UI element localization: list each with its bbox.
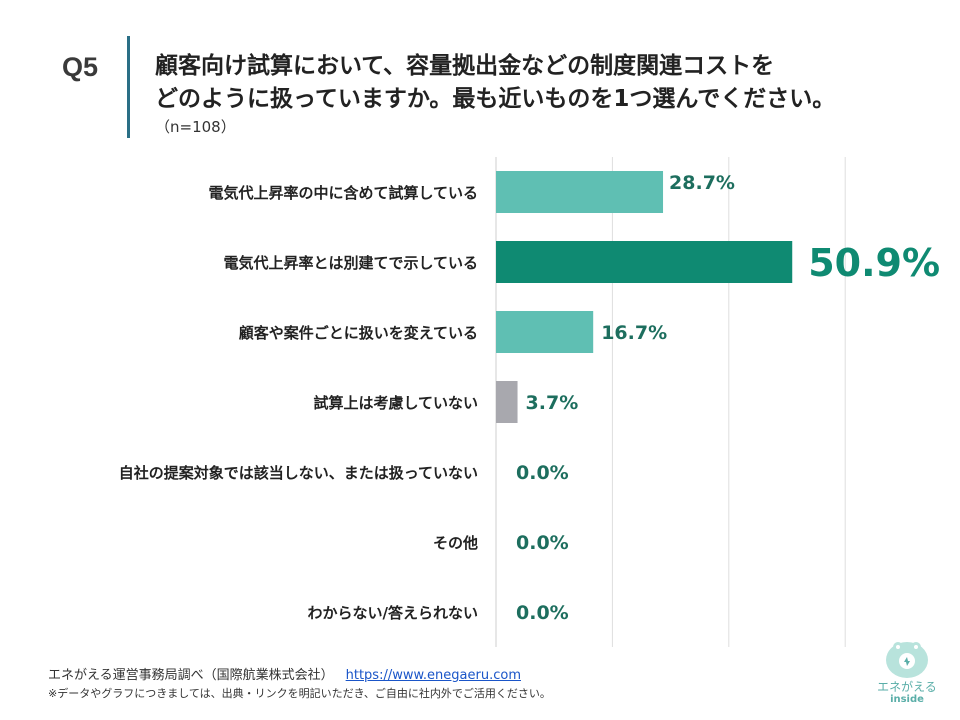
enegaeru-frog-icon <box>886 642 928 678</box>
data-label: 16.7% <box>601 322 667 344</box>
bar <box>496 171 664 213</box>
data-label: 50.9% <box>808 241 940 285</box>
question-title: 顧客向け試算において、容量拠出金などの制度関連コストを どのように扱っていますか… <box>155 50 945 116</box>
title-divider <box>127 36 130 138</box>
logo-sub: inside <box>890 694 924 705</box>
enegaeru-logo: エネがえる inside <box>872 636 942 712</box>
data-label: 0.0% <box>516 532 569 554</box>
category-label: 自社の提案対象では該当しない、または扱っていない <box>119 464 478 482</box>
footer-note: ※データやグラフにつきましては、出典・リンクを明記いただき、ご自由に社内外でご活… <box>48 687 551 700</box>
category-label: わからない/答えられない <box>308 604 478 622</box>
source-text: エネがえる運営事務局調べ（国際航業株式会社） <box>48 668 334 683</box>
bar-chart: 電気代上昇率の中に含めて試算している 28.7% 電気代上昇率とは別建てで示している… <box>119 157 940 647</box>
bar <box>496 381 518 423</box>
category-label: 顧客や案件ごとに扱いを変えている <box>239 324 478 342</box>
category-label: 電気代上昇率とは別建てで示している <box>223 254 478 272</box>
data-label: 0.0% <box>516 602 569 624</box>
category-label: その他 <box>433 534 478 552</box>
bar <box>496 311 594 353</box>
category-label: 電気代上昇率の中に含めて試算している <box>208 184 478 202</box>
data-label: 3.7% <box>526 392 579 414</box>
sample-size: （n=108） <box>155 118 236 136</box>
question-title-line1: 顧客向け試算において、容量拠出金などの制度関連コストを <box>155 53 775 79</box>
category-label: 試算上は考慮していない <box>313 394 478 412</box>
source-link[interactable]: https://www.enegaeru.com <box>345 668 521 683</box>
question-title-line2: どのように扱っていますか。最も近いものを1つ選んでください。 <box>155 86 836 112</box>
footer-source: エネがえる運営事務局調べ（国際航業株式会社） https://www.enegae… <box>48 664 521 683</box>
bar <box>496 241 793 283</box>
data-label: 0.0% <box>516 462 569 484</box>
question-number: Q5 <box>62 52 99 82</box>
data-label: 28.7% <box>669 172 735 194</box>
logo-name: エネがえる <box>877 680 937 694</box>
